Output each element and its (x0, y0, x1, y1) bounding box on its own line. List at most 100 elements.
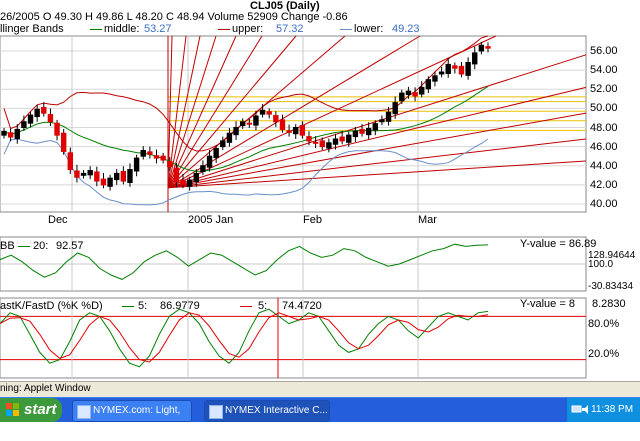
k-label: 5: (138, 300, 148, 312)
candle-body (253, 115, 259, 126)
candle-body (60, 132, 67, 152)
candle-body (140, 149, 146, 157)
stochastic-panel-frame (0, 297, 587, 379)
price-axis-label: 40.00 (590, 198, 618, 210)
cci-legend-swatch (18, 246, 30, 247)
gann-fan-line (167, 35, 297, 189)
candle-body (47, 114, 54, 123)
candle-body (438, 71, 445, 75)
stochastic-y-value-overlap: 8.2830 (592, 298, 626, 310)
price-panel (0, 35, 587, 213)
candle-body (1, 130, 7, 136)
candle-body (326, 142, 332, 149)
gann-fan-line (167, 35, 263, 189)
candle-body (392, 102, 398, 115)
candle-body (14, 128, 20, 139)
candle-body (74, 170, 80, 178)
price-axis-label: 56.00 (590, 45, 618, 57)
taskbar-item-nymex-interactive[interactable]: NYMEX Interactive C... (204, 400, 330, 422)
candle-body (186, 179, 193, 187)
stochastic-axis-80: 80.0% (588, 318, 620, 330)
taskbar: start NYMEX.com: Light, S... NYMEX Inter… (0, 397, 640, 436)
candle-body (7, 132, 14, 138)
price-gridlines (0, 36, 586, 212)
chart-title: CLJ05 (Daily) (250, 0, 320, 12)
cci-panel (0, 236, 587, 292)
fast-d-line (0, 312, 489, 363)
candle-body (293, 127, 299, 135)
gann-fan-line (167, 86, 587, 189)
stochastic-axis-20: 20.0% (588, 348, 620, 360)
candle-body (312, 141, 319, 144)
candle-body (259, 109, 266, 115)
candle-body (352, 130, 359, 138)
candle-body (472, 52, 478, 65)
candle-body (167, 160, 173, 168)
candle-body (399, 92, 405, 102)
gann-fan-line (167, 138, 587, 189)
candle-body (418, 86, 425, 95)
candle-body (452, 65, 458, 69)
cci-period-label: 20: (33, 240, 49, 252)
candle-body (339, 136, 345, 142)
taskbar-item-nymex-light[interactable]: NYMEX.com: Light, S... (72, 400, 192, 436)
d-value: 74.4720 (282, 300, 322, 312)
network-icon[interactable] (571, 404, 582, 415)
upper-band-value: 57.32 (276, 23, 304, 35)
middle-band-line (3, 86, 489, 172)
middle-band-value: 53.27 (144, 23, 172, 35)
candle-body (41, 106, 47, 114)
candle-body (173, 167, 180, 183)
candle-body (120, 170, 127, 182)
lower-band-value: 49.23 (392, 23, 420, 35)
candle-body (412, 92, 418, 97)
price-panel-frame (0, 35, 587, 213)
cci-label: BB (0, 240, 15, 252)
gann-fan-line (167, 35, 237, 188)
candle-body (94, 171, 100, 182)
date-label-feb: Feb (303, 214, 322, 226)
candle-body (425, 79, 432, 90)
candle-body (80, 172, 87, 176)
d-label: 5: (258, 300, 268, 312)
candle-body (306, 136, 312, 142)
status-text: ning: Applet Window (0, 383, 91, 394)
price-axis-label: 42.00 (590, 178, 618, 191)
lower-band-label: lower: (354, 23, 384, 35)
k-value: 86.9779 (160, 300, 200, 312)
candle-body (114, 172, 120, 181)
k-legend-swatch (122, 306, 134, 307)
windows-logo-icon (6, 403, 19, 416)
candle-body (220, 140, 226, 148)
cci-y-value: Y-value = 86.89 (520, 238, 597, 250)
candle-body (299, 125, 306, 136)
price-axis-label: 48.00 (590, 121, 618, 134)
candle-body (87, 170, 93, 176)
cci-axis-mid: 100.0 (588, 259, 614, 270)
candle-body (379, 119, 385, 123)
ohlc-readout: 26/2005 O 49.30 H 49.86 L 48.20 C 48.94 … (0, 11, 348, 23)
middle-legend-swatch (90, 29, 102, 30)
cci-axis-top: 128.94644 (588, 250, 636, 261)
candle-body (107, 177, 113, 187)
candle-body (54, 122, 60, 136)
candle-body (153, 155, 160, 159)
candle-body (133, 157, 140, 172)
upper-band-label: upper: (232, 23, 264, 35)
candle-body (180, 179, 186, 186)
start-button[interactable]: start (0, 398, 62, 422)
candle-body (200, 165, 206, 172)
candle-body (266, 111, 272, 115)
candle-body (67, 152, 74, 171)
status-bar: ning: Applet Window (0, 381, 640, 397)
candle-body (239, 121, 246, 127)
candle-body (206, 155, 213, 168)
gann-fan-line (167, 35, 497, 189)
start-label: start (24, 401, 57, 418)
browser-window-icon (209, 405, 223, 419)
upper-band-line (3, 35, 489, 152)
lower-band-line (3, 138, 489, 206)
taskbar-item-label: NYMEX.com: Light, S... (93, 405, 181, 436)
volume-icon[interactable] (581, 404, 592, 415)
candle-body (346, 134, 352, 143)
